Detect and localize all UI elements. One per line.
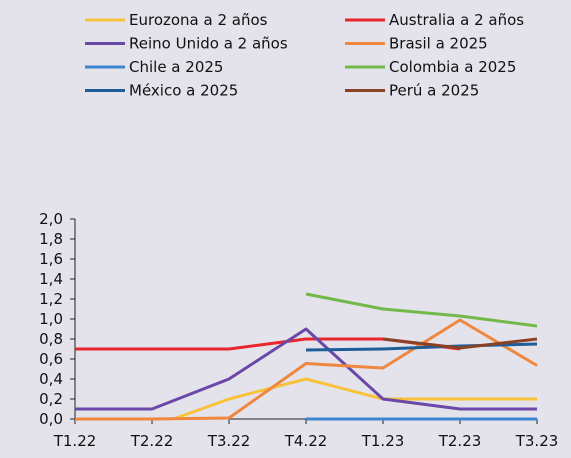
legend-label: México a 2025 xyxy=(129,82,238,100)
x-tick-label: T2.22 xyxy=(130,432,174,450)
legend-label: Chile a 2025 xyxy=(129,58,223,76)
y-tick-label: 2,0 xyxy=(39,210,63,228)
legend-label: Colombia a 2025 xyxy=(389,58,516,76)
y-tick-label: 0,0 xyxy=(39,410,63,428)
x-tick-label: T3.22 xyxy=(207,432,251,450)
chart-axes: 0,0 0,2 0,4 0,6 0,8 1,0 1,2 1,4 1,6 1,8 2,0 T1.22 T2… xyxy=(39,210,558,450)
series-line-reino-unido-a-2-anos xyxy=(75,327,537,411)
y-tick-label: 1,0 xyxy=(39,310,63,328)
x-tick-label: T3.23 xyxy=(515,432,559,450)
y-tick-label: 1,6 xyxy=(39,250,63,268)
x-tick-label: T2.23 xyxy=(438,432,482,450)
y-tick-label: 1,4 xyxy=(39,270,63,288)
y-tick-label: 0,2 xyxy=(39,390,63,408)
legend-label: Reino Unido a 2 años xyxy=(129,35,288,53)
x-tick-label: T1.23 xyxy=(361,432,405,450)
series-line-eurozona-a-2-anos xyxy=(173,377,537,421)
y-tick-label: 0,4 xyxy=(39,370,63,388)
series-line-brasil-a-2025 xyxy=(75,318,538,421)
y-tick-label: 0,6 xyxy=(39,350,63,368)
chart-series-lines xyxy=(75,292,538,421)
chart-legend: Eurozona a 2 años Australia a 2 años Reino… xyxy=(85,11,524,100)
x-tick-label: T1.22 xyxy=(53,432,97,450)
y-tick-label: 1,2 xyxy=(39,290,63,308)
legend-label: Perú a 2025 xyxy=(389,82,479,100)
legend-label: Eurozona a 2 años xyxy=(129,11,268,29)
y-tick-label: 0,8 xyxy=(39,330,63,348)
y-tick-label: 1,8 xyxy=(39,230,63,248)
series-line-colombia-a-2025 xyxy=(305,292,538,328)
legend-label: Australia a 2 años xyxy=(389,11,524,29)
legend-label: Brasil a 2025 xyxy=(389,35,488,53)
series-line-peru-a-2025 xyxy=(382,337,538,350)
x-tick-label: T4.22 xyxy=(284,432,328,450)
